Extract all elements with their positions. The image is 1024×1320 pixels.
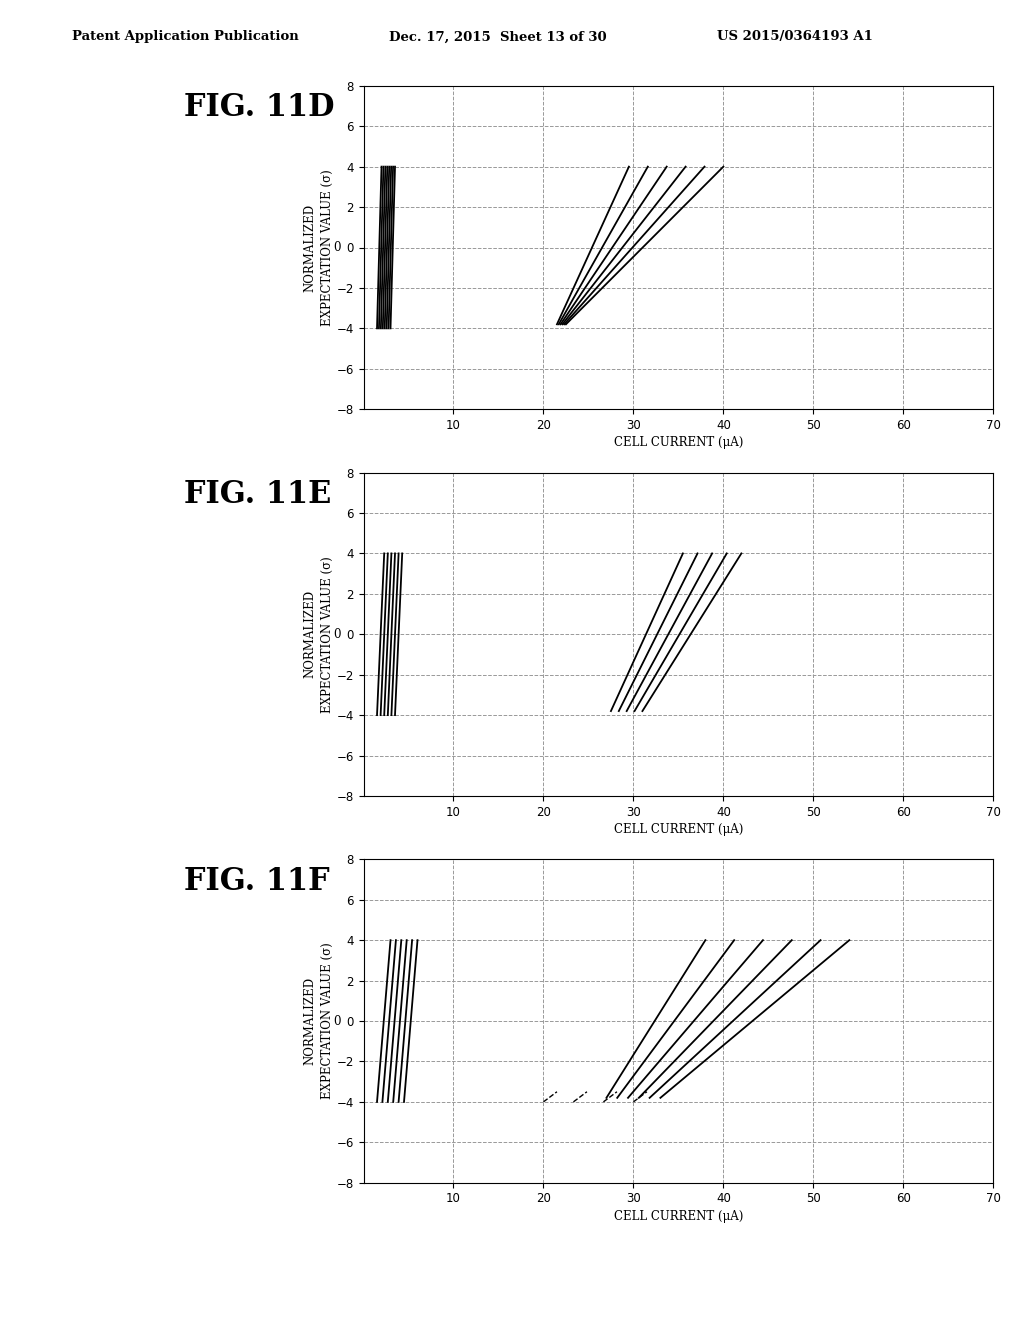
X-axis label: CELL CURRENT (μA): CELL CURRENT (μA) [613, 436, 743, 449]
Text: FIG. 11F: FIG. 11F [184, 866, 330, 896]
Text: Patent Application Publication: Patent Application Publication [72, 30, 298, 44]
X-axis label: CELL CURRENT (μA): CELL CURRENT (μA) [613, 822, 743, 836]
Y-axis label: NORMALIZED
EXPECTATION VALUE (σ): NORMALIZED EXPECTATION VALUE (σ) [304, 556, 334, 713]
X-axis label: CELL CURRENT (μA): CELL CURRENT (μA) [613, 1209, 743, 1222]
Text: 0: 0 [334, 242, 341, 253]
Text: 0: 0 [334, 1015, 341, 1027]
Text: US 2015/0364193 A1: US 2015/0364193 A1 [717, 30, 872, 44]
Y-axis label: NORMALIZED
EXPECTATION VALUE (σ): NORMALIZED EXPECTATION VALUE (σ) [304, 169, 334, 326]
Text: FIG. 11E: FIG. 11E [184, 479, 332, 510]
Y-axis label: NORMALIZED
EXPECTATION VALUE (σ): NORMALIZED EXPECTATION VALUE (σ) [304, 942, 334, 1100]
Text: Dec. 17, 2015  Sheet 13 of 30: Dec. 17, 2015 Sheet 13 of 30 [389, 30, 607, 44]
Text: FIG. 11D: FIG. 11D [184, 92, 335, 123]
Text: 0: 0 [334, 628, 341, 640]
